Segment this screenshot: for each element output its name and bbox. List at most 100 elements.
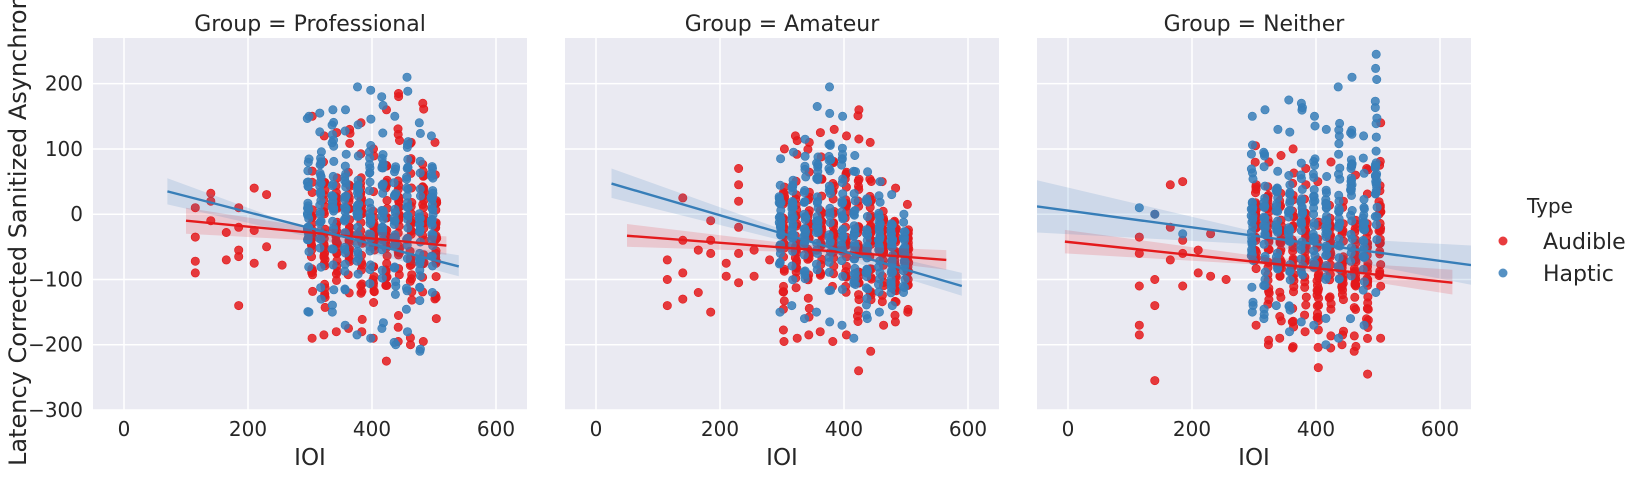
x-tick-label: 0 xyxy=(1062,417,1075,441)
data-point xyxy=(788,186,798,196)
data-point xyxy=(356,281,366,291)
data-point xyxy=(1309,157,1319,167)
data-point xyxy=(1251,320,1261,330)
data-point xyxy=(364,186,374,196)
data-point xyxy=(316,216,326,226)
data-point xyxy=(861,310,871,320)
data-point xyxy=(874,307,884,317)
data-point xyxy=(402,140,412,150)
data-point xyxy=(1358,153,1368,163)
data-point xyxy=(389,337,399,347)
data-point xyxy=(765,255,775,265)
data-point xyxy=(1150,301,1160,311)
data-point xyxy=(887,190,897,200)
data-point xyxy=(787,215,797,225)
y-tick-label: 100 xyxy=(45,137,83,161)
data-point xyxy=(414,118,424,128)
data-point xyxy=(377,92,387,102)
data-point xyxy=(394,136,404,146)
data-point xyxy=(262,190,272,200)
data-point xyxy=(403,211,413,221)
data-point xyxy=(866,346,876,356)
data-point xyxy=(393,322,403,332)
data-point xyxy=(353,120,363,130)
data-point xyxy=(1334,222,1344,232)
data-point xyxy=(1276,292,1286,302)
data-point xyxy=(277,260,287,270)
data-point xyxy=(1134,281,1144,291)
data-point xyxy=(315,127,325,137)
data-point xyxy=(315,168,325,178)
data-point xyxy=(1363,333,1373,343)
data-point xyxy=(788,275,798,285)
data-point xyxy=(1165,255,1175,265)
data-point xyxy=(403,162,413,172)
data-point xyxy=(329,117,339,127)
data-point xyxy=(1376,281,1386,291)
data-point xyxy=(1297,194,1307,204)
data-point xyxy=(854,134,864,144)
data-point xyxy=(327,138,337,148)
data-point xyxy=(1247,282,1257,292)
data-point xyxy=(1246,211,1256,221)
confidence-band-haptic xyxy=(611,168,962,296)
data-point xyxy=(862,293,872,303)
data-point xyxy=(1376,333,1386,343)
data-layer xyxy=(611,82,963,376)
data-point xyxy=(390,111,400,121)
data-point xyxy=(1134,320,1144,330)
data-point xyxy=(327,300,337,310)
data-point xyxy=(1247,111,1257,121)
data-point xyxy=(390,191,400,201)
data-point xyxy=(1334,149,1344,159)
data-point xyxy=(1321,340,1331,350)
data-point xyxy=(403,154,413,164)
data-point xyxy=(402,174,412,184)
data-point xyxy=(431,314,441,324)
data-point xyxy=(415,296,425,306)
data-point xyxy=(1150,376,1160,386)
data-point xyxy=(1284,95,1294,105)
x-tick-labels: 0 200 400 600 xyxy=(118,417,515,441)
data-point xyxy=(393,124,403,134)
data-point xyxy=(775,258,785,268)
data-point xyxy=(234,301,244,311)
data-point xyxy=(1346,160,1356,170)
data-point xyxy=(378,158,388,168)
data-point xyxy=(853,176,863,186)
data-point xyxy=(1150,274,1160,284)
data-point xyxy=(1351,341,1361,351)
data-point xyxy=(303,181,313,191)
data-point xyxy=(418,336,428,346)
data-point xyxy=(331,236,341,246)
data-point xyxy=(903,304,913,314)
data-point xyxy=(340,284,350,294)
data-layer xyxy=(1037,49,1471,386)
data-point xyxy=(837,199,847,209)
data-point xyxy=(813,227,823,237)
data-point xyxy=(308,286,318,296)
data-point xyxy=(366,141,376,151)
data-point xyxy=(1134,203,1144,213)
data-point xyxy=(1285,196,1295,206)
y-tick-label: −100 xyxy=(28,267,83,291)
data-point xyxy=(800,151,810,161)
data-point xyxy=(366,85,376,95)
data-point xyxy=(838,271,848,281)
data-point xyxy=(1271,301,1281,311)
series-points-haptic xyxy=(774,82,910,343)
data-point xyxy=(378,208,388,218)
data-point xyxy=(874,234,884,244)
data-point xyxy=(1259,239,1269,249)
data-point xyxy=(307,333,317,343)
data-point xyxy=(1248,140,1258,150)
data-point xyxy=(1334,333,1344,343)
data-point xyxy=(353,191,363,201)
panel-title: Group = Neither xyxy=(1164,12,1346,37)
regression-line-audible xyxy=(185,219,447,247)
data-point xyxy=(427,204,437,214)
regression-line-audible xyxy=(1064,240,1453,284)
data-point xyxy=(678,193,688,203)
data-point xyxy=(837,143,847,153)
data-point xyxy=(852,311,862,321)
